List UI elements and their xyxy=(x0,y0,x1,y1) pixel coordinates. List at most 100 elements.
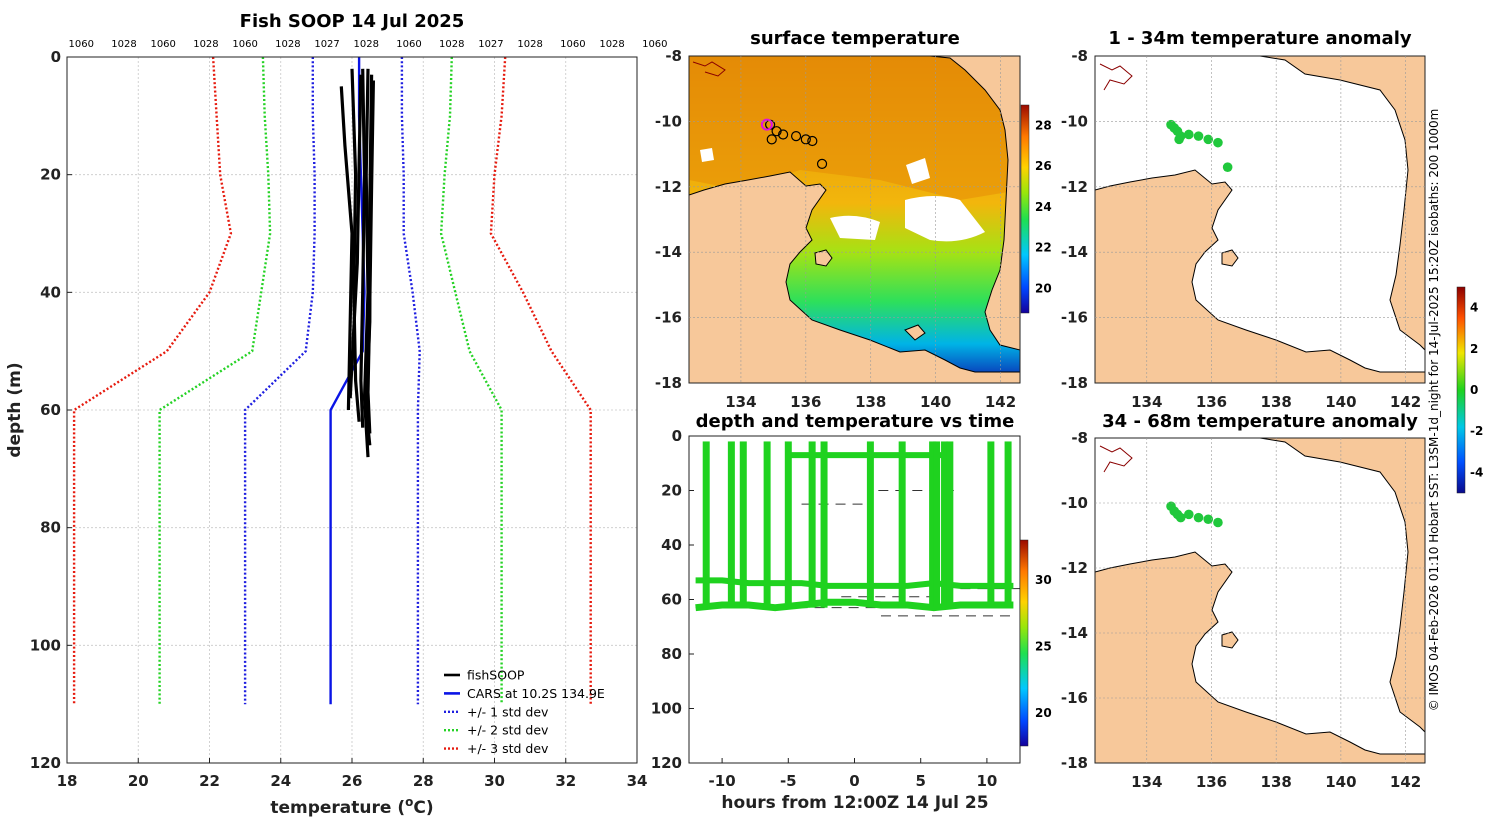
std-dev-lines xyxy=(72,57,592,705)
anomaly-shallow-ticks: 134 136 138 140 142 -8 -10 -12 -14 -16 -18 xyxy=(1061,47,1425,411)
coastline-timor xyxy=(692,61,726,77)
profile-grid xyxy=(67,57,637,763)
y-tick-label: 20 xyxy=(661,482,682,500)
sound-speed-label: 1027 xyxy=(314,39,339,50)
cast-column xyxy=(898,441,906,608)
y-tick-label: 120 xyxy=(651,754,682,772)
cast-column xyxy=(933,441,941,608)
lat-tick-label: -16 xyxy=(655,309,682,327)
credit-text: © IMOS 04-Feb-2026 01:10 Hobart SST: L3S… xyxy=(1427,109,1441,712)
station-marker xyxy=(766,134,777,145)
sound-speed-label: 1060 xyxy=(232,39,257,50)
cast-column xyxy=(702,441,710,608)
colorbar-tick-label: -2 xyxy=(1470,424,1483,438)
lat-tick-label: -16 xyxy=(1061,309,1088,327)
sound-speed-label: 1028 xyxy=(275,39,300,50)
station-marker xyxy=(790,131,802,142)
y-tick-label: 120 xyxy=(30,754,61,772)
land-cape-york xyxy=(1259,438,1425,733)
legend-label: fishSOOP xyxy=(467,668,525,683)
sst-map-panel: surface temperature 134 136 138 140 142 -8 -10… xyxy=(655,28,1052,411)
anomaly-shallow-frame xyxy=(1094,55,1426,384)
sound-speed-label: 1028 xyxy=(439,39,464,50)
colorbar-tick-label: 2 xyxy=(1470,342,1478,356)
std-dev-line xyxy=(158,57,272,705)
colorbar-tick-label: 28 xyxy=(1035,118,1052,132)
anomaly-shallow-panel: 1 - 34m temperature anomaly 134 136 138 140… xyxy=(1061,28,1426,411)
land-groote-eylandt xyxy=(814,249,833,267)
land-groote-eylandt xyxy=(1221,631,1239,649)
lon-tick-label: 138 xyxy=(1261,773,1292,791)
lat-tick-label: -18 xyxy=(1061,374,1088,392)
anomaly-deep-panel: 34 - 68m temperature anomaly 134 136 138 14… xyxy=(1061,411,1426,791)
x-tick-label: 34 xyxy=(627,772,648,790)
std-dev-line xyxy=(72,57,233,705)
lon-tick-label: 140 xyxy=(1325,393,1356,411)
station-marker xyxy=(816,158,828,170)
anomaly-deep-frame xyxy=(1094,437,1426,764)
x-tick-label: 30 xyxy=(484,772,505,790)
cast-column xyxy=(987,441,995,608)
sound-speed-label: 1028 xyxy=(354,39,379,50)
lon-tick-label: 134 xyxy=(725,393,756,411)
lon-tick-label: 142 xyxy=(1390,773,1421,791)
x-tick-label: 20 xyxy=(128,772,149,790)
legend-label: +/- 2 std dev xyxy=(467,723,549,738)
station-marker xyxy=(760,118,773,131)
colorbar-tick-label: 20 xyxy=(1035,282,1052,296)
anomaly-dot xyxy=(1184,129,1194,140)
land-northern-territory xyxy=(1095,551,1425,763)
cast-column xyxy=(866,441,874,608)
lon-tick-label: 142 xyxy=(1390,393,1421,411)
lon-tick-label: 136 xyxy=(1196,393,1227,411)
land-northern-territory xyxy=(689,171,1020,383)
y-tick-label: 100 xyxy=(651,700,682,718)
sound-speed-label: 1028 xyxy=(599,39,624,50)
sst-stations xyxy=(760,118,828,170)
cast-column xyxy=(946,441,954,608)
anomaly-dot xyxy=(1213,517,1223,528)
sound-speed-label: 1060 xyxy=(560,39,585,50)
y-tick-label: 80 xyxy=(661,645,682,663)
sst-map xyxy=(689,56,1020,383)
lat-tick-label: -10 xyxy=(1061,112,1088,130)
lat-tick-label: -8 xyxy=(1071,429,1088,447)
lat-tick-label: -12 xyxy=(1061,559,1088,577)
sound-speed-label: 1060 xyxy=(150,39,175,50)
std-dev-line xyxy=(439,57,503,705)
sound-speed-label: 1028 xyxy=(111,39,136,50)
sound-speed-labels: 1060 1028 1060 1028 1060 1028 1027 1028 1060 1028… xyxy=(69,39,668,50)
anomaly-shallow-title: 1 - 34m temperature anomaly xyxy=(1108,28,1411,49)
y-tick-label: 0 xyxy=(51,48,61,66)
cast-column xyxy=(808,441,816,608)
cast-column xyxy=(784,441,792,608)
anomaly-deep-map xyxy=(1095,438,1425,763)
cast-column xyxy=(1004,441,1012,608)
anomaly-dot xyxy=(1175,512,1186,523)
fishsoop-cast xyxy=(366,80,375,434)
cast-column xyxy=(763,441,771,608)
lat-tick-label: -8 xyxy=(1071,47,1088,65)
sst-warm-region xyxy=(689,56,1020,200)
anomaly-dot xyxy=(1184,509,1194,520)
fishsoop-cast xyxy=(348,74,363,399)
y-tick-label: 100 xyxy=(30,636,61,654)
station-marker xyxy=(807,135,818,147)
lon-tick-label: 140 xyxy=(1325,773,1356,791)
std-dev-line xyxy=(243,57,316,705)
x-tick-label: -10 xyxy=(709,772,736,790)
colorbar-tick-label: 26 xyxy=(1035,159,1052,173)
colorbar-tick-label: 4 xyxy=(1470,301,1478,315)
lat-tick-label: -14 xyxy=(655,243,682,261)
y-tick-label: 80 xyxy=(40,519,61,537)
x-tick-label: 26 xyxy=(342,772,363,790)
lat-tick-label: -18 xyxy=(1061,754,1088,772)
lat-tick-label: -14 xyxy=(1061,243,1088,261)
sst-cloud-patch xyxy=(905,196,985,242)
profile-panel: Fish SOOP 14 Jul 2025 1060 1028 1060 1028 10… xyxy=(5,11,668,818)
anomaly-dot xyxy=(1222,162,1233,172)
sound-speed-label: 1028 xyxy=(517,39,542,50)
cast-column xyxy=(727,441,735,608)
lon-tick-label: 136 xyxy=(1196,773,1227,791)
x-tick-label: 32 xyxy=(555,772,576,790)
